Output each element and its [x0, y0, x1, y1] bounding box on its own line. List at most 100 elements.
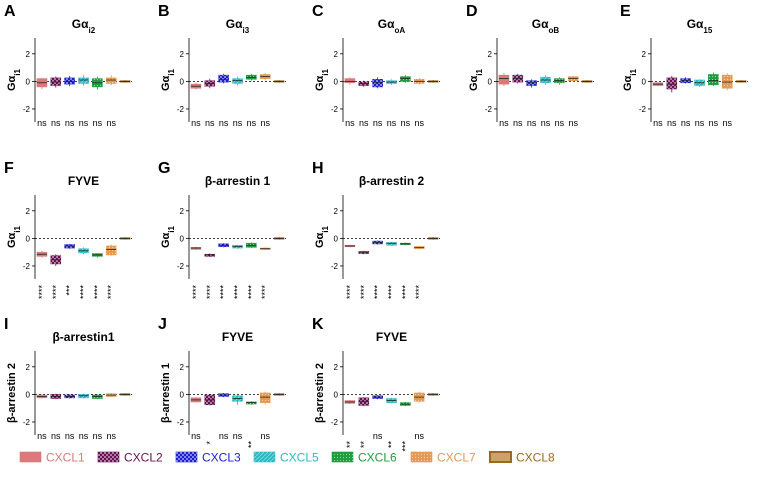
y-axis-label-main: Gα [6, 232, 18, 248]
significance-label: ns [513, 118, 523, 128]
legend-label-cxcl6: CXCL6 [358, 451, 397, 465]
significance-label: **** [51, 285, 61, 300]
significance-label: ns [653, 118, 663, 128]
panel-letter: G [158, 160, 170, 177]
y-axis-label-main: Gα [622, 75, 634, 91]
y-tick-label: -2 [485, 105, 493, 114]
significance-label: ns [414, 118, 424, 128]
panel-title: GαoA [378, 17, 406, 35]
significance-label: ns [37, 118, 47, 128]
y-axis-label-sub: i1 [167, 225, 176, 232]
significance-label: ** [345, 441, 355, 449]
y-axis-label: Gαi1 [314, 225, 330, 248]
y-tick-label: 2 [488, 50, 493, 59]
significance-label: ns [106, 118, 116, 128]
y-tick-label: 0 [26, 234, 31, 243]
significance-label: ns [414, 431, 424, 441]
significance-label: ns [93, 431, 103, 441]
y-tick-label: 2 [334, 50, 339, 59]
box-pattern-cxcl5 [386, 242, 397, 246]
panel-title-main: β-arrestin 1 [205, 174, 271, 188]
significance-label: ns [401, 118, 411, 128]
panel-title-main: FYVE [222, 330, 253, 344]
panel-title-main: β-arrestin1 [52, 330, 114, 344]
significance-label: **** [400, 285, 410, 300]
legend-label-cxcl7: CXCL7 [437, 451, 476, 465]
significance-label: ns [65, 118, 75, 128]
significance-label: **** [414, 285, 424, 300]
y-tick-label: 0 [488, 77, 493, 86]
significance-label: ** [359, 441, 369, 449]
y-axis-label-main: Gα [468, 75, 480, 91]
y-tick-label: 0 [180, 390, 185, 399]
y-tick-label: -2 [23, 105, 31, 114]
legend-label-cxcl5: CXCL5 [280, 451, 319, 465]
panel-title: Gα15 [687, 17, 713, 35]
significance-label: ns [709, 118, 719, 128]
panel-title-main: Gα [378, 17, 395, 31]
significance-label: ns [695, 118, 705, 128]
y-axis-label-main: β-arrestin 2 [6, 363, 18, 423]
panel-title-sub: oB [549, 26, 560, 35]
significance-label: * [205, 441, 215, 445]
legend-swatch-pattern-cxcl3 [176, 452, 197, 462]
significance-label: ns [51, 431, 61, 441]
y-tick-label: 2 [334, 363, 339, 372]
panel-title-main: Gα [687, 17, 704, 31]
y-axis-label-main: Gα [314, 75, 326, 91]
y-axis-label: Gαi1 [6, 225, 22, 248]
y-axis-label-sub: i1 [629, 68, 638, 75]
significance-label: **** [345, 285, 355, 300]
significance-label: **** [79, 285, 89, 300]
significance-label: ns [37, 431, 47, 441]
panel-title-sub: i3 [243, 26, 250, 35]
significance-label: ns [219, 431, 229, 441]
panel-title-main: β-arrestin 2 [359, 174, 425, 188]
legend-swatch-pattern-cxcl6 [332, 452, 353, 462]
y-tick-label: -2 [177, 418, 185, 427]
y-axis-label: β-arrestin 1 [160, 363, 172, 423]
y-axis-label: Gαi1 [314, 68, 330, 91]
significance-label: ns [233, 431, 243, 441]
y-tick-label: 2 [26, 207, 31, 216]
significance-label: **** [373, 285, 383, 300]
panel-title-main: Gα [72, 17, 89, 31]
significance-label: *** [400, 441, 410, 452]
panel-letter: B [158, 3, 170, 20]
significance-label: ns [79, 431, 89, 441]
significance-label: ns [260, 118, 270, 128]
significance-label: ns [568, 118, 578, 128]
y-tick-label: 0 [334, 390, 339, 399]
panel-letter: K [312, 316, 324, 333]
y-tick-label: 2 [26, 50, 31, 59]
y-tick-label: 0 [26, 390, 31, 399]
legend-label-cxcl1: CXCL1 [46, 451, 85, 465]
panel-title-sub: oA [395, 26, 406, 35]
significance-label: ns [667, 118, 677, 128]
box-pattern-cxcl6 [708, 74, 719, 85]
panel-title: Gαi3 [226, 17, 250, 35]
y-tick-label: -2 [177, 262, 185, 271]
significance-label: ns [191, 431, 201, 441]
significance-label: ns [233, 118, 243, 128]
significance-label: ns [345, 118, 355, 128]
significance-label: ns [387, 118, 397, 128]
y-axis-label-main: Gα [160, 75, 172, 91]
legend-label-cxcl2: CXCL2 [124, 451, 163, 465]
y-axis-label-sub: i1 [167, 68, 176, 75]
y-tick-label: 2 [642, 50, 647, 59]
y-tick-label: 2 [180, 50, 185, 59]
significance-label: ns [681, 118, 691, 128]
significance-label: ns [106, 431, 116, 441]
y-tick-label: 0 [334, 234, 339, 243]
